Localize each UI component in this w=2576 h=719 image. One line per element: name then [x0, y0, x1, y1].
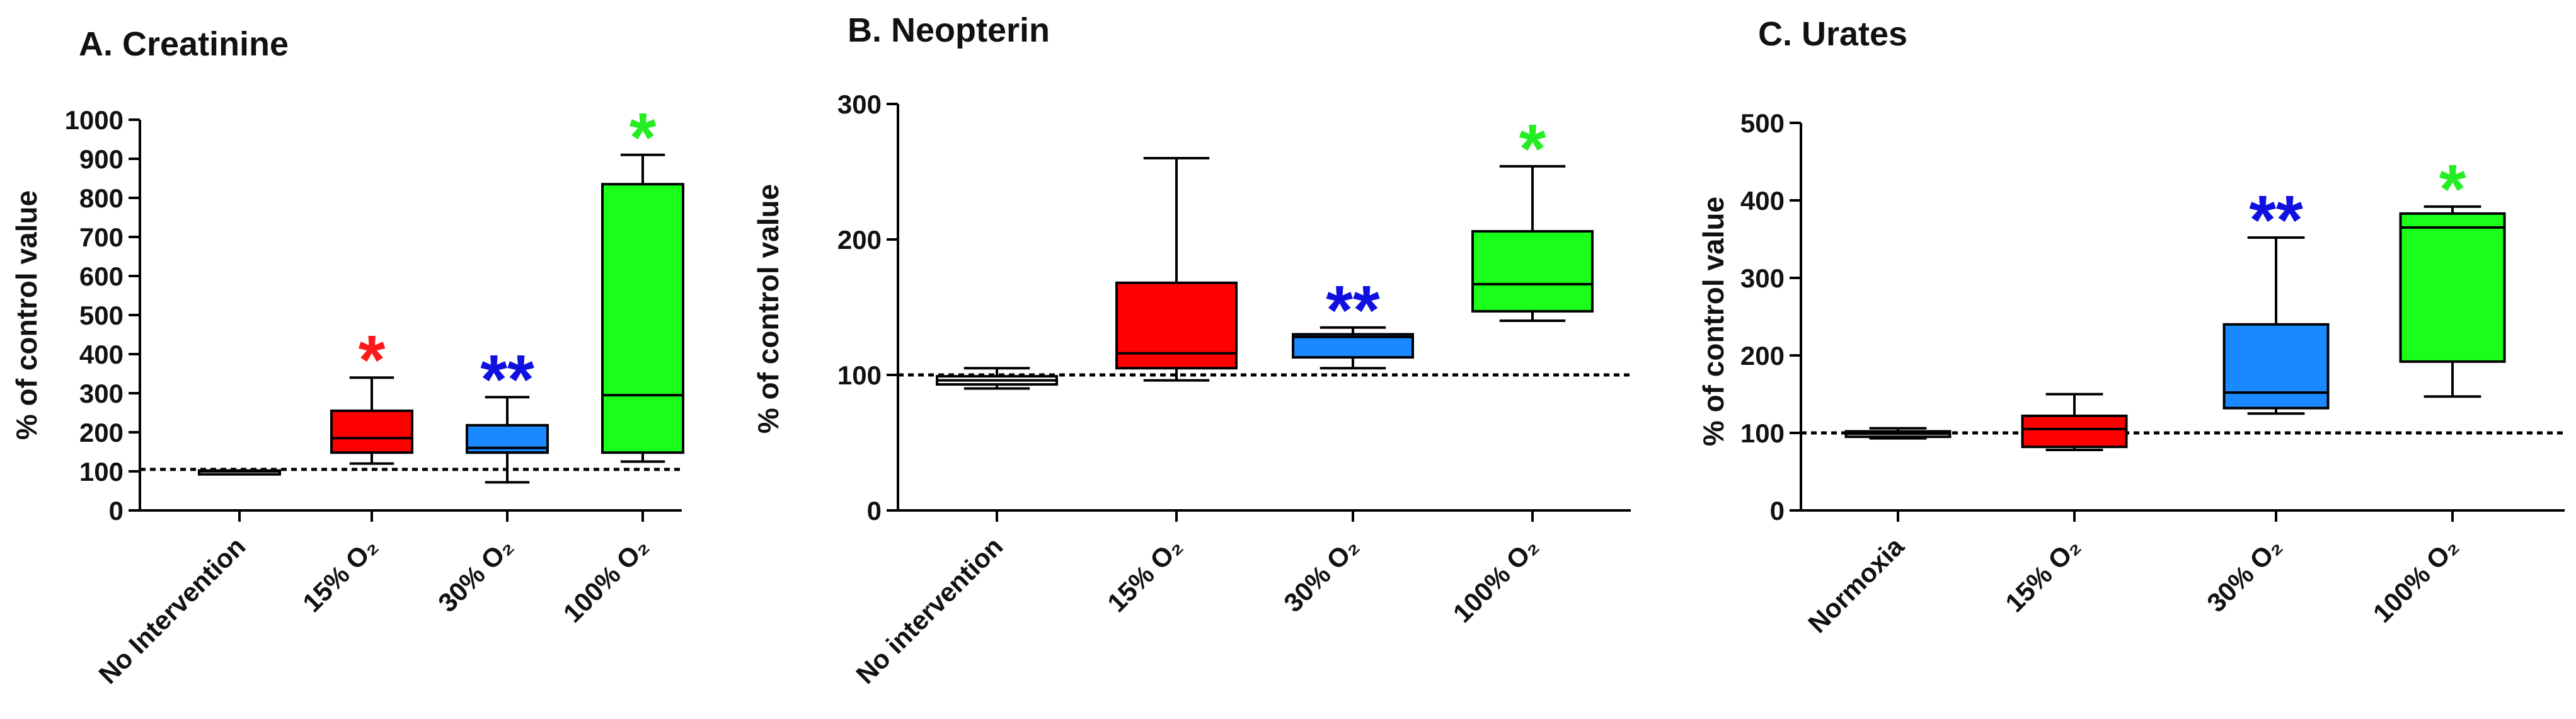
box-1: [936, 367, 1058, 390]
x-category-label: 15% O₂: [1999, 531, 2086, 618]
box-3: **: [2222, 181, 2330, 415]
x-category-label: 15% O₂: [1101, 531, 1188, 618]
box-3: **: [1292, 272, 1414, 370]
y-tick-label: 800: [79, 183, 124, 213]
iqr-box: [1115, 281, 1238, 370]
y-tick-label: 0: [109, 496, 124, 526]
significance-marker: *: [630, 99, 657, 176]
y-tick-label: 300: [837, 89, 882, 119]
panel-title: A. Creatinine: [79, 25, 289, 63]
x-category-label: 30% O₂: [1278, 531, 1364, 618]
y-axis-label: % of control value: [752, 184, 785, 434]
panel-3: C. Urates % of control value 0 100 200 300 400…: [1697, 15, 2565, 638]
y-tick-label: 300: [1740, 263, 1785, 293]
x-category-label: 100% O₂: [1447, 531, 1544, 628]
iqr-box: [2399, 212, 2506, 363]
x-category-label: No intervention: [850, 531, 1008, 689]
y-tick-label: 900: [79, 144, 124, 174]
y-tick-label: 600: [79, 262, 124, 291]
y-tick-label: 200: [1740, 341, 1785, 371]
box-1: [198, 469, 281, 476]
box-4: *: [1471, 110, 1594, 322]
significance-marker: **: [1326, 272, 1380, 349]
y-tick-label: 100: [837, 360, 882, 390]
box-4: *: [601, 99, 684, 463]
box-2: [2021, 393, 2128, 452]
significance-marker: *: [1519, 110, 1546, 188]
x-category-label: 30% O₂: [432, 531, 519, 618]
y-tick-label: 100: [1740, 418, 1785, 448]
box-2: *: [330, 321, 413, 465]
panel-1: A. Creatinine % of control value 0 100 200 30…: [10, 25, 684, 689]
y-tick-label: 0: [1770, 496, 1785, 526]
y-tick-label: 1000: [65, 105, 124, 135]
iqr-box: [1471, 230, 1594, 313]
box-3: **: [466, 341, 549, 484]
y-tick-label: 400: [1740, 186, 1785, 216]
y-tick-label: 700: [79, 222, 124, 252]
y-tick-label: 100: [79, 457, 124, 486]
significance-marker: **: [480, 341, 534, 418]
x-category-label: 100% O₂: [2367, 531, 2464, 628]
x-category-label: 100% O₂: [558, 531, 655, 628]
box-4: *: [2399, 151, 2506, 398]
y-axis-label: % of control value: [10, 190, 43, 440]
y-tick-label: 200: [837, 225, 882, 255]
significance-marker: *: [2439, 151, 2466, 228]
x-category-label: No Intervention: [93, 531, 251, 689]
y-axis-label: % of control value: [1697, 197, 1730, 446]
y-tick-label: 0: [867, 496, 882, 526]
iqr-box: [2222, 323, 2330, 410]
iqr-box: [2021, 414, 2128, 449]
panel-title: B. Neopterin: [848, 11, 1050, 49]
significance-marker: *: [359, 321, 386, 399]
significance-marker: **: [2249, 181, 2303, 259]
x-category-label: 15% O₂: [297, 531, 383, 618]
panel-title: C. Urates: [1758, 15, 1907, 53]
y-tick-label: 200: [79, 418, 124, 447]
y-tick-label: 300: [79, 379, 124, 408]
x-category-label: 30% O₂: [2201, 531, 2287, 618]
y-tick-label: 400: [79, 340, 124, 369]
x-category-label: Normoxia: [1802, 531, 1910, 639]
iqr-box: [330, 409, 413, 454]
iqr-box: [601, 183, 684, 454]
box-1: [1844, 427, 1952, 440]
panel-2: B. Neopterin % of control value 0 100 200 300…: [752, 11, 1631, 689]
y-tick-label: 500: [1740, 108, 1785, 138]
y-tick-label: 500: [79, 301, 124, 330]
box-2: [1115, 157, 1238, 382]
